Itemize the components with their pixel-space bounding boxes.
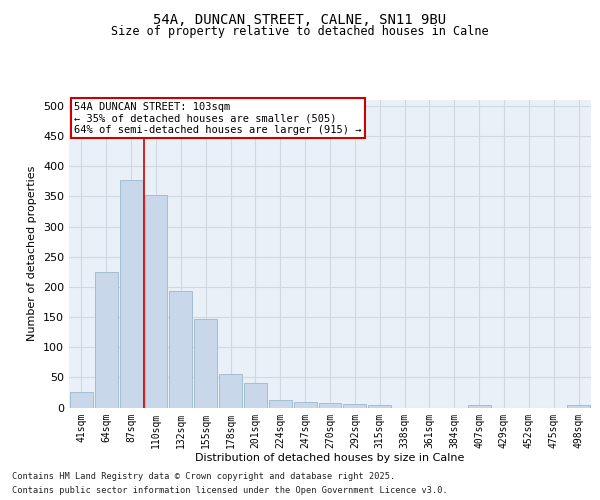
Bar [194, 319, 217, 408]
Bar [319, 404, 341, 407]
Y-axis label: Number of detached properties: Number of detached properties [28, 166, 37, 342]
Bar [70, 392, 93, 407]
Bar [95, 272, 118, 407]
Bar [169, 291, 192, 408]
Text: Contains public sector information licensed under the Open Government Licence v3: Contains public sector information licen… [12, 486, 448, 495]
Bar [219, 374, 242, 408]
Bar [120, 180, 143, 408]
Bar [244, 383, 267, 407]
Text: 54A DUNCAN STREET: 103sqm
← 35% of detached houses are smaller (505)
64% of semi: 54A DUNCAN STREET: 103sqm ← 35% of detac… [74, 102, 362, 134]
Text: Size of property relative to detached houses in Calne: Size of property relative to detached ho… [111, 25, 489, 38]
Text: Contains HM Land Registry data © Crown copyright and database right 2025.: Contains HM Land Registry data © Crown c… [12, 472, 395, 481]
Bar [269, 400, 292, 407]
Bar [294, 402, 317, 407]
Text: 54A, DUNCAN STREET, CALNE, SN11 9BU: 54A, DUNCAN STREET, CALNE, SN11 9BU [154, 12, 446, 26]
Bar [145, 196, 167, 408]
Bar [468, 405, 491, 407]
X-axis label: Distribution of detached houses by size in Calne: Distribution of detached houses by size … [196, 453, 464, 463]
Bar [567, 405, 590, 407]
Bar [368, 405, 391, 407]
Bar [343, 404, 366, 407]
